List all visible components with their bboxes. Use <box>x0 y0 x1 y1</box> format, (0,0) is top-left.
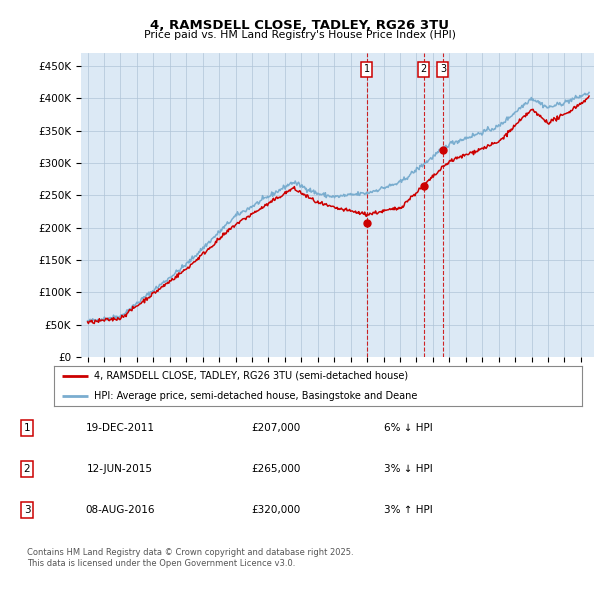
Text: 08-AUG-2016: 08-AUG-2016 <box>85 506 155 515</box>
Text: 2: 2 <box>421 64 427 74</box>
Text: 3: 3 <box>440 64 446 74</box>
Text: 12-JUN-2015: 12-JUN-2015 <box>87 464 153 474</box>
Text: 4, RAMSDELL CLOSE, TADLEY, RG26 3TU (semi-detached house): 4, RAMSDELL CLOSE, TADLEY, RG26 3TU (sem… <box>94 371 408 381</box>
Text: £265,000: £265,000 <box>251 464 301 474</box>
Text: 1: 1 <box>23 423 31 432</box>
Text: 19-DEC-2011: 19-DEC-2011 <box>86 423 155 432</box>
Text: 1: 1 <box>364 64 370 74</box>
Text: 3% ↓ HPI: 3% ↓ HPI <box>383 464 433 474</box>
Text: 2: 2 <box>23 464 31 474</box>
Text: Contains HM Land Registry data © Crown copyright and database right 2025.
This d: Contains HM Land Registry data © Crown c… <box>27 548 353 568</box>
Text: £320,000: £320,000 <box>251 506 301 515</box>
Text: 3: 3 <box>23 506 31 515</box>
Text: 3% ↑ HPI: 3% ↑ HPI <box>383 506 433 515</box>
Text: Price paid vs. HM Land Registry's House Price Index (HPI): Price paid vs. HM Land Registry's House … <box>144 30 456 40</box>
Text: 4, RAMSDELL CLOSE, TADLEY, RG26 3TU: 4, RAMSDELL CLOSE, TADLEY, RG26 3TU <box>151 19 449 32</box>
Text: HPI: Average price, semi-detached house, Basingstoke and Deane: HPI: Average price, semi-detached house,… <box>94 391 417 401</box>
Text: £207,000: £207,000 <box>251 423 301 432</box>
Text: 6% ↓ HPI: 6% ↓ HPI <box>383 423 433 432</box>
